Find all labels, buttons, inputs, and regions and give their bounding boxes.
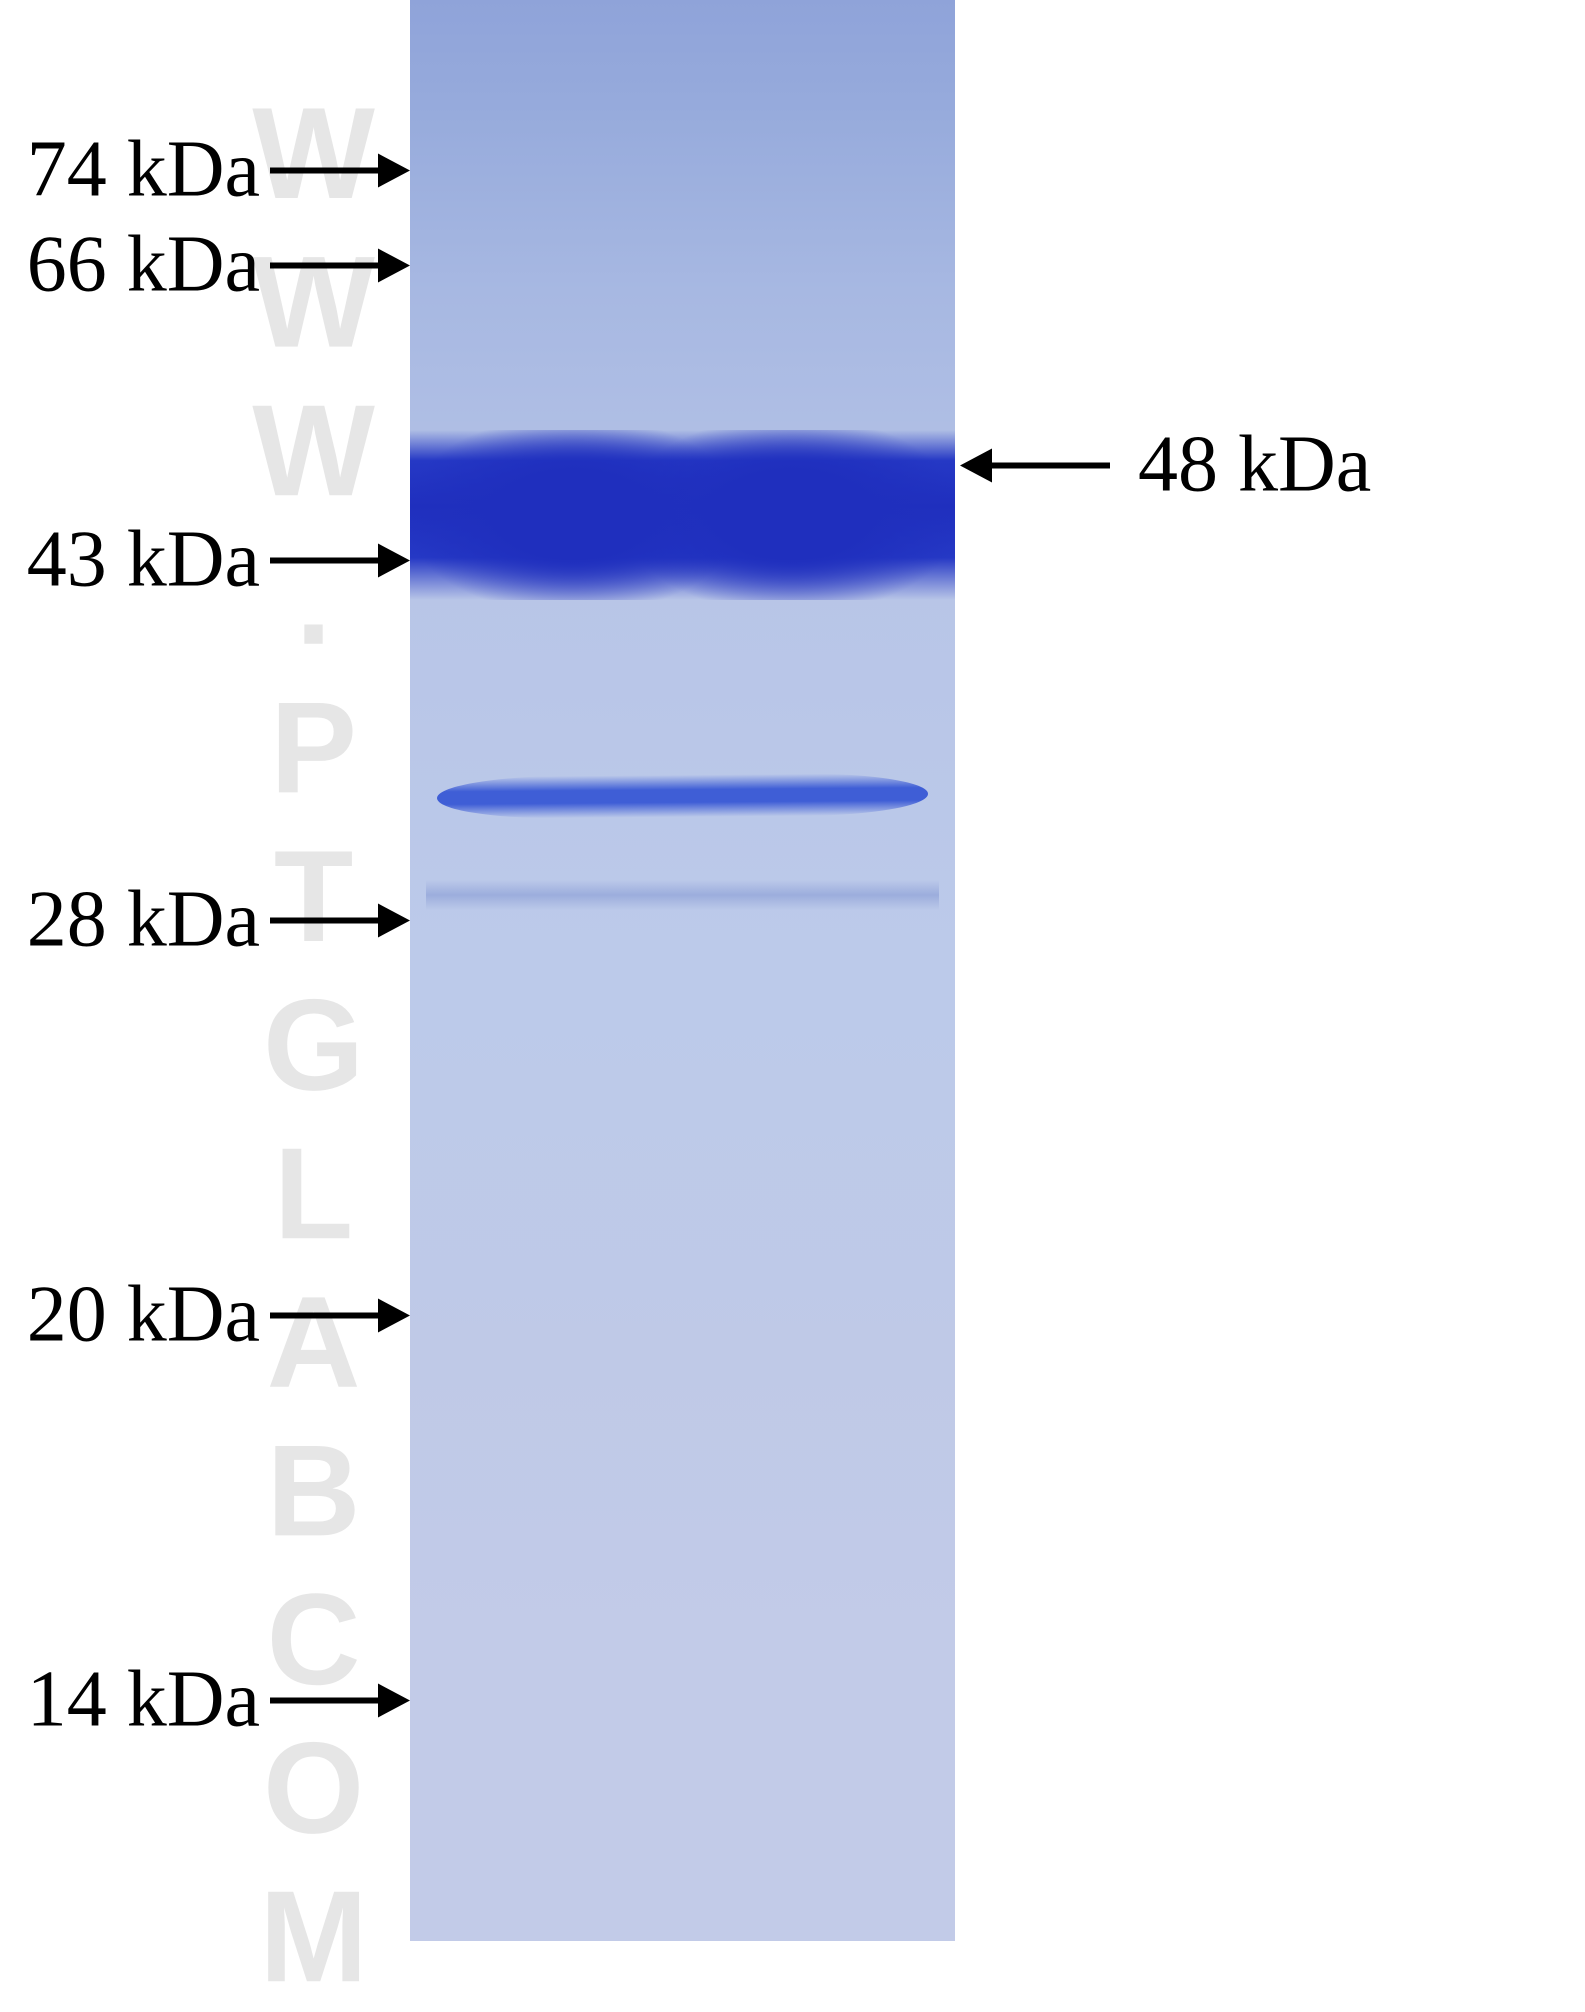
target-label-48: 48 kDa xyxy=(960,420,1371,511)
ladder-text: 14 kDa xyxy=(27,1655,270,1746)
arrow-right-icon xyxy=(270,900,410,940)
protein-band-secondary xyxy=(437,773,928,819)
ladder-label-28: 28 kDa xyxy=(27,875,410,966)
ladder-label-14: 14 kDa xyxy=(27,1655,410,1746)
gel-lane xyxy=(410,0,955,1941)
ladder-text: 74 kDa xyxy=(27,125,270,216)
ladder-label-66: 66 kDa xyxy=(27,220,410,311)
ladder-text: 20 kDa xyxy=(27,1270,270,1361)
arrow-left-icon xyxy=(960,445,1110,485)
ladder-text: 66 kDa xyxy=(27,220,270,311)
ladder-text: 28 kDa xyxy=(27,875,270,966)
arrow-right-icon xyxy=(270,1680,410,1720)
gel-figure: WWW.PTGLABCOM 74 kDa 66 kDa 43 kDa 28 kD… xyxy=(0,0,1585,1941)
ladder-label-74: 74 kDa xyxy=(27,125,410,216)
ladder-label-20: 20 kDa xyxy=(27,1270,410,1361)
arrow-right-icon xyxy=(270,150,410,190)
target-text: 48 kDa xyxy=(1110,420,1371,511)
arrow-right-icon xyxy=(270,245,410,285)
arrow-right-icon xyxy=(270,1295,410,1335)
arrow-right-icon xyxy=(270,540,410,580)
ladder-label-43: 43 kDa xyxy=(27,515,410,606)
ladder-text: 43 kDa xyxy=(27,515,270,606)
protein-band-main xyxy=(410,430,955,600)
protein-band-faint xyxy=(426,880,938,910)
